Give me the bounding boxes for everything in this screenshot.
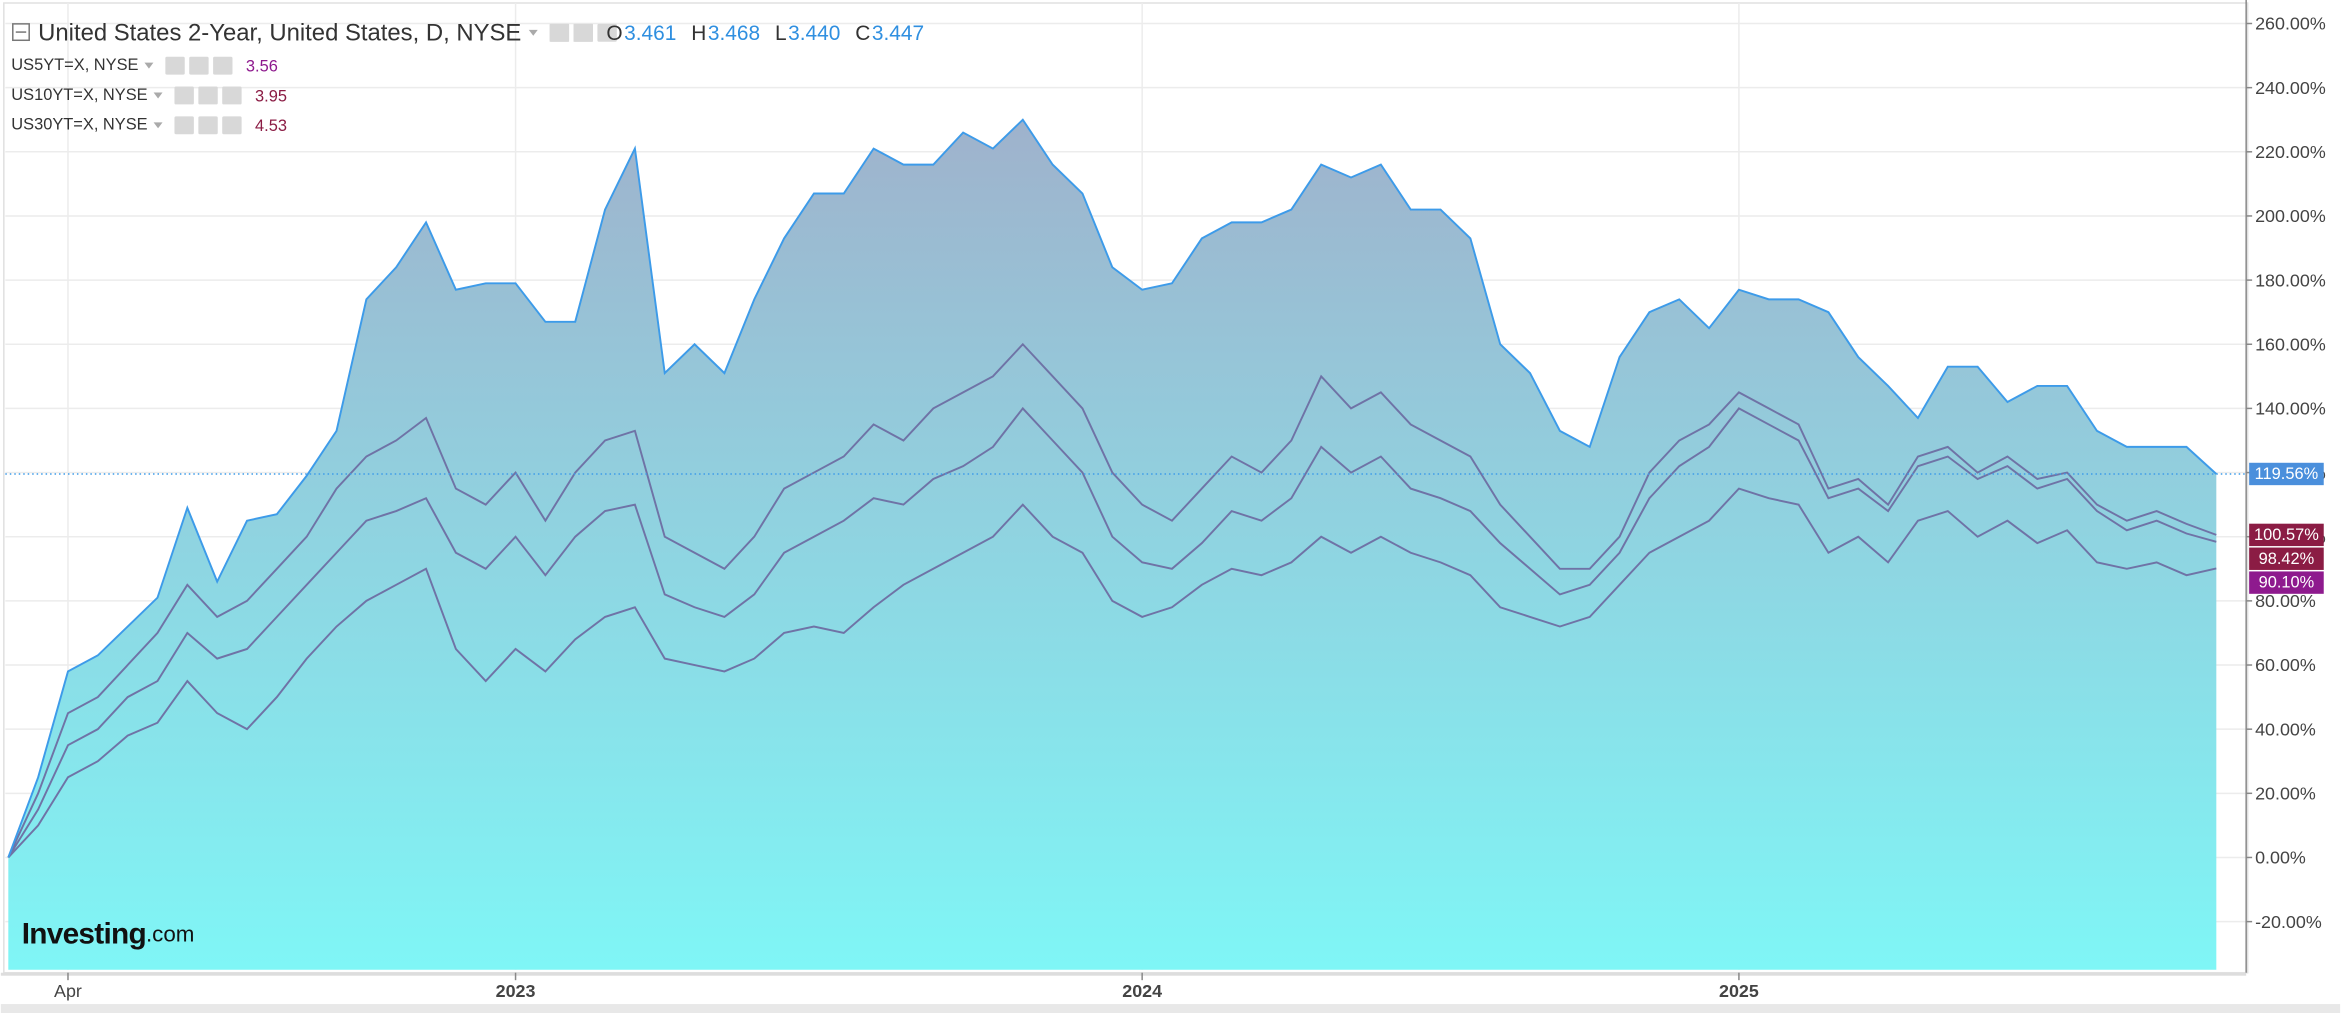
legend-value: 3.56 [246, 57, 278, 75]
y-tick-label: -20.00% [2255, 912, 2322, 932]
ohlc-label: L [775, 22, 787, 45]
dropdown-icon [528, 29, 538, 36]
legend-name: US5YT=X, NYSE [11, 56, 138, 74]
series-tool-icon [165, 56, 185, 75]
series-tool-icon [597, 23, 617, 42]
price-tag-label: 119.56% [2255, 465, 2319, 483]
y-tick-label: 180.00% [2255, 270, 2326, 290]
price-tag [2249, 571, 2324, 594]
x-tick-label: 2025 [1719, 981, 1759, 1001]
bottom-band [0, 1004, 2341, 1013]
price-tag [2249, 547, 2324, 570]
price-tag-label: 100.57% [2254, 526, 2319, 544]
chart-title: United States 2-Year, United States, D, … [38, 20, 521, 47]
series-tool-icon [198, 86, 218, 105]
legend-value: 3.95 [255, 87, 287, 105]
price-tag-label: 98.42% [2259, 550, 2315, 568]
ohlc-value: 3.461 [624, 22, 676, 45]
series-tool-icon [222, 116, 242, 135]
ohlc-label: C [855, 22, 870, 45]
logo-brand: Investing [22, 917, 146, 950]
legend-value: 4.53 [255, 117, 287, 135]
y-tick-label: 20.00% [2255, 784, 2316, 804]
y-tick-label: 80.00% [2255, 591, 2316, 611]
legend-name: US30YT=X, NYSE [11, 116, 147, 134]
y-tick-label: 60.00% [2255, 655, 2316, 675]
x-tick-label: 2024 [1122, 981, 1162, 1001]
series-tool-icon [549, 23, 570, 42]
series-line [7, 406, 2217, 858]
ohlc-value: 3.440 [788, 22, 840, 45]
y-tick-label: 260.00% [2255, 14, 2326, 34]
logo-suffix: .com [146, 921, 194, 946]
ohlc-value: 3.447 [872, 22, 924, 45]
y-tick-label: 140.00% [2255, 399, 2326, 419]
series-tool-icon [198, 116, 218, 135]
dropdown-icon [144, 62, 154, 69]
y-tick-label: 40.00% [2255, 719, 2316, 739]
x-tick-label: Apr [54, 981, 82, 1001]
logo: Investing.com [22, 917, 195, 950]
series-tool-icon [573, 23, 593, 42]
series-line [7, 487, 2217, 859]
series-line [7, 342, 2217, 858]
series-tool-icon [189, 56, 209, 75]
y-tick-label: 0.00% [2255, 848, 2306, 868]
series-tool-icon [174, 116, 194, 135]
y-tick-label: 240.00% [2255, 78, 2326, 98]
x-tick-label: 2023 [496, 981, 536, 1001]
ohlc-label: H [691, 22, 706, 45]
dropdown-icon [153, 92, 163, 99]
price-tag [2249, 523, 2324, 547]
series-tool-icon [213, 56, 233, 75]
y-tick-label: 160.00% [2255, 334, 2326, 354]
ohlc-value: 3.468 [708, 22, 760, 45]
legend-name: US10YT=X, NYSE [11, 86, 147, 104]
series-line [7, 118, 2217, 858]
ohlc-label: O [606, 22, 622, 45]
series-tool-icon [174, 86, 194, 105]
series-tool-icon [222, 86, 242, 105]
y-tick-label: 220.00% [2255, 142, 2326, 162]
dropdown-icon [153, 122, 163, 129]
y-tick-label: 200.00% [2255, 206, 2326, 226]
price-tag [2249, 462, 2324, 486]
price-tag-label: 90.10% [2259, 574, 2315, 592]
area [8, 119, 2217, 970]
x-axis-band [0, 972, 2247, 976]
